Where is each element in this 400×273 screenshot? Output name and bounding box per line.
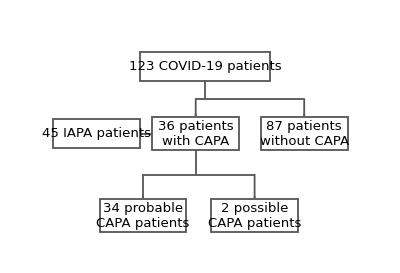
Text: 87 patients
without CAPA: 87 patients without CAPA xyxy=(260,120,349,148)
Text: 34 probable
CAPA patients: 34 probable CAPA patients xyxy=(96,202,190,230)
FancyBboxPatch shape xyxy=(140,52,270,81)
Text: 36 patients
with CAPA: 36 patients with CAPA xyxy=(158,120,234,148)
FancyBboxPatch shape xyxy=(261,117,348,150)
FancyBboxPatch shape xyxy=(211,199,298,233)
FancyBboxPatch shape xyxy=(152,117,239,150)
Text: 123 COVID-19 patients: 123 COVID-19 patients xyxy=(129,60,281,73)
FancyBboxPatch shape xyxy=(53,119,140,149)
Text: 2 possible
CAPA patients: 2 possible CAPA patients xyxy=(208,202,301,230)
FancyBboxPatch shape xyxy=(100,199,186,233)
Text: 45 IAPA patients: 45 IAPA patients xyxy=(42,127,151,140)
